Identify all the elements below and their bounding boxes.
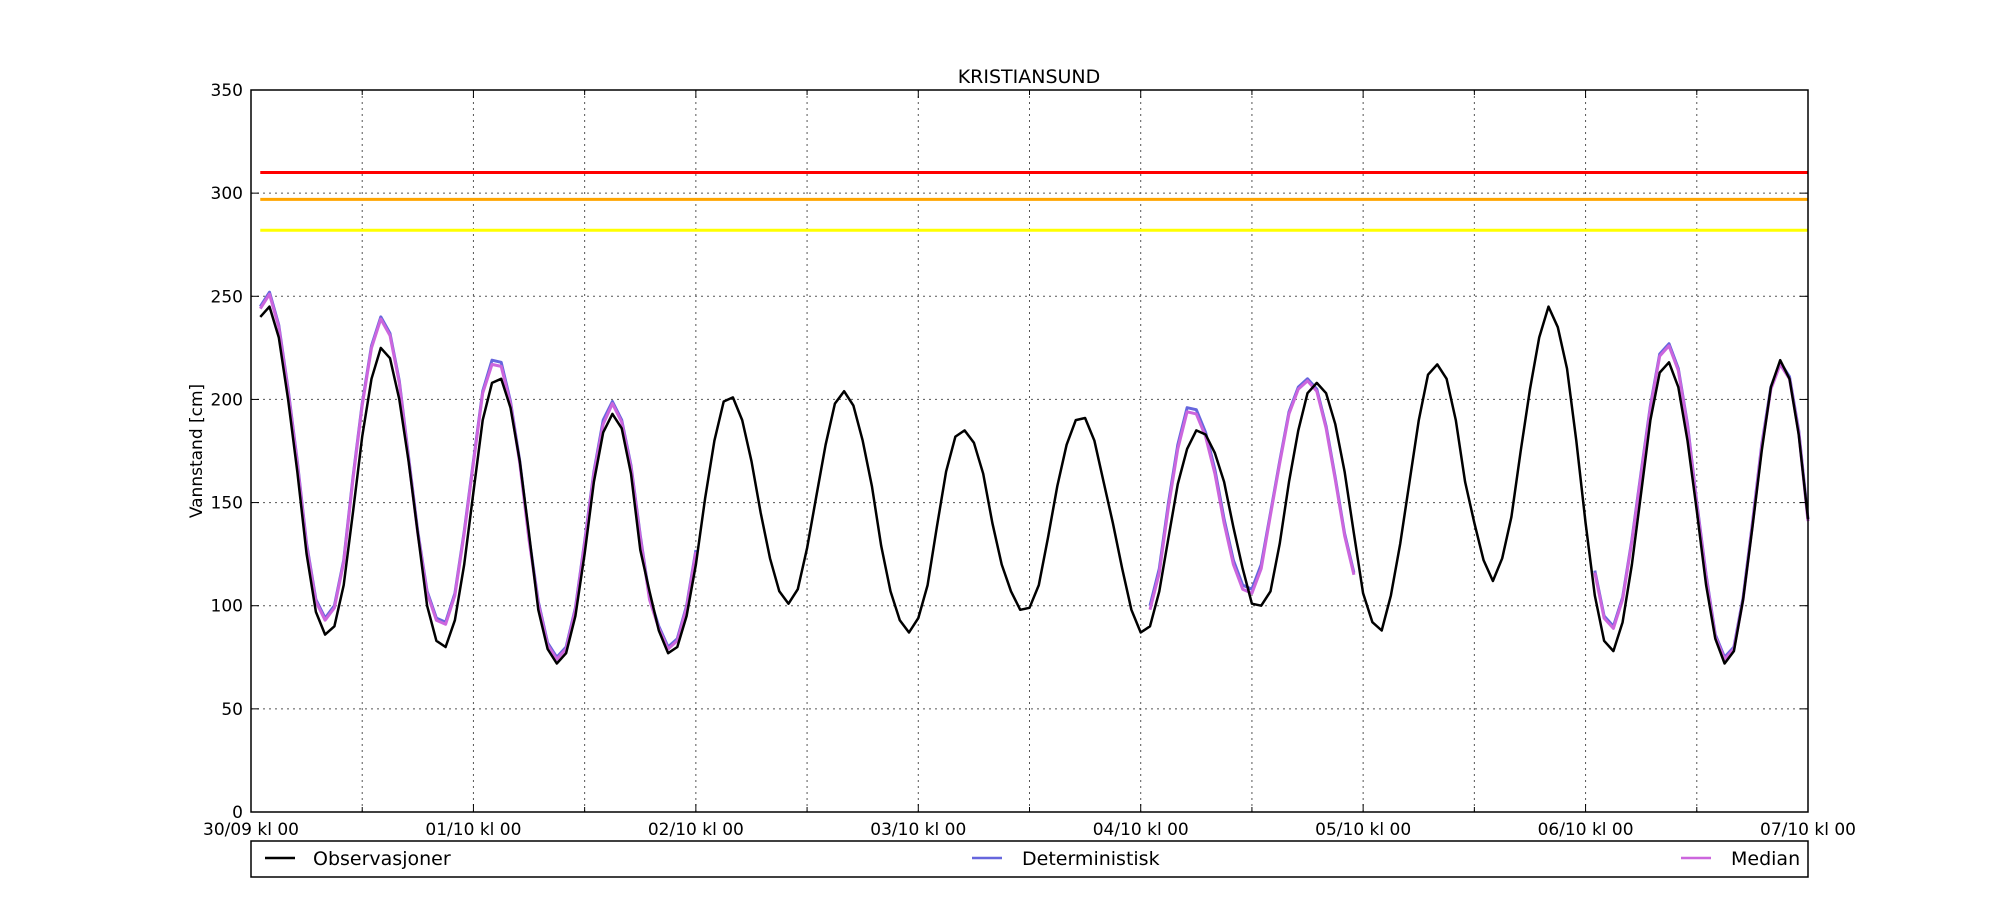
axis-ticks xyxy=(250,89,1809,813)
legend: Observasjoner Deterministisk Median xyxy=(250,840,1809,878)
y-tick-label: 350 xyxy=(211,81,243,101)
x-tick-label: 04/10 kl 00 xyxy=(1093,820,1189,840)
x-tick-label: 03/10 kl 00 xyxy=(870,820,966,840)
series-line-observasjoner xyxy=(259,305,1810,665)
y-tick-label: 250 xyxy=(211,287,243,307)
legend-box xyxy=(250,840,1809,878)
chart-title: KRISTIANSUND xyxy=(958,66,1101,88)
legend-label-median: Median xyxy=(1731,848,1800,870)
x-tick-label: 07/10 kl 00 xyxy=(1760,820,1856,840)
threshold-lines xyxy=(260,171,1808,232)
x-tick-label: 01/10 kl 00 xyxy=(425,820,521,840)
y-tick-label: 100 xyxy=(211,597,243,617)
series-line-median xyxy=(1148,379,1356,611)
y-tick-label: 50 xyxy=(221,700,243,720)
y-axis-label: Vannstand [cm] xyxy=(187,384,207,518)
y-tick-labels: 0 50 100 150 200 250 300 350 xyxy=(211,81,243,823)
x-tick-label: 02/10 kl 00 xyxy=(648,820,744,840)
y-tick-label: 0 xyxy=(232,803,243,823)
data-series xyxy=(259,290,1810,665)
x-tick-label: 05/10 kl 00 xyxy=(1315,820,1411,840)
legend-label-deterministisk: Deterministisk xyxy=(1022,848,1160,870)
x-tick-label: 06/10 kl 00 xyxy=(1538,820,1634,840)
x-tick-label: 30/09 kl 00 xyxy=(203,820,299,840)
legend-label-observasjoner: Observasjoner xyxy=(313,848,451,870)
y-tick-label: 300 xyxy=(211,184,243,204)
y-tick-label: 200 xyxy=(211,390,243,410)
y-tick-label: 150 xyxy=(211,494,243,514)
x-tick-labels: 30/09 kl 00 01/10 kl 00 02/10 kl 00 03/10 k… xyxy=(203,820,1856,840)
